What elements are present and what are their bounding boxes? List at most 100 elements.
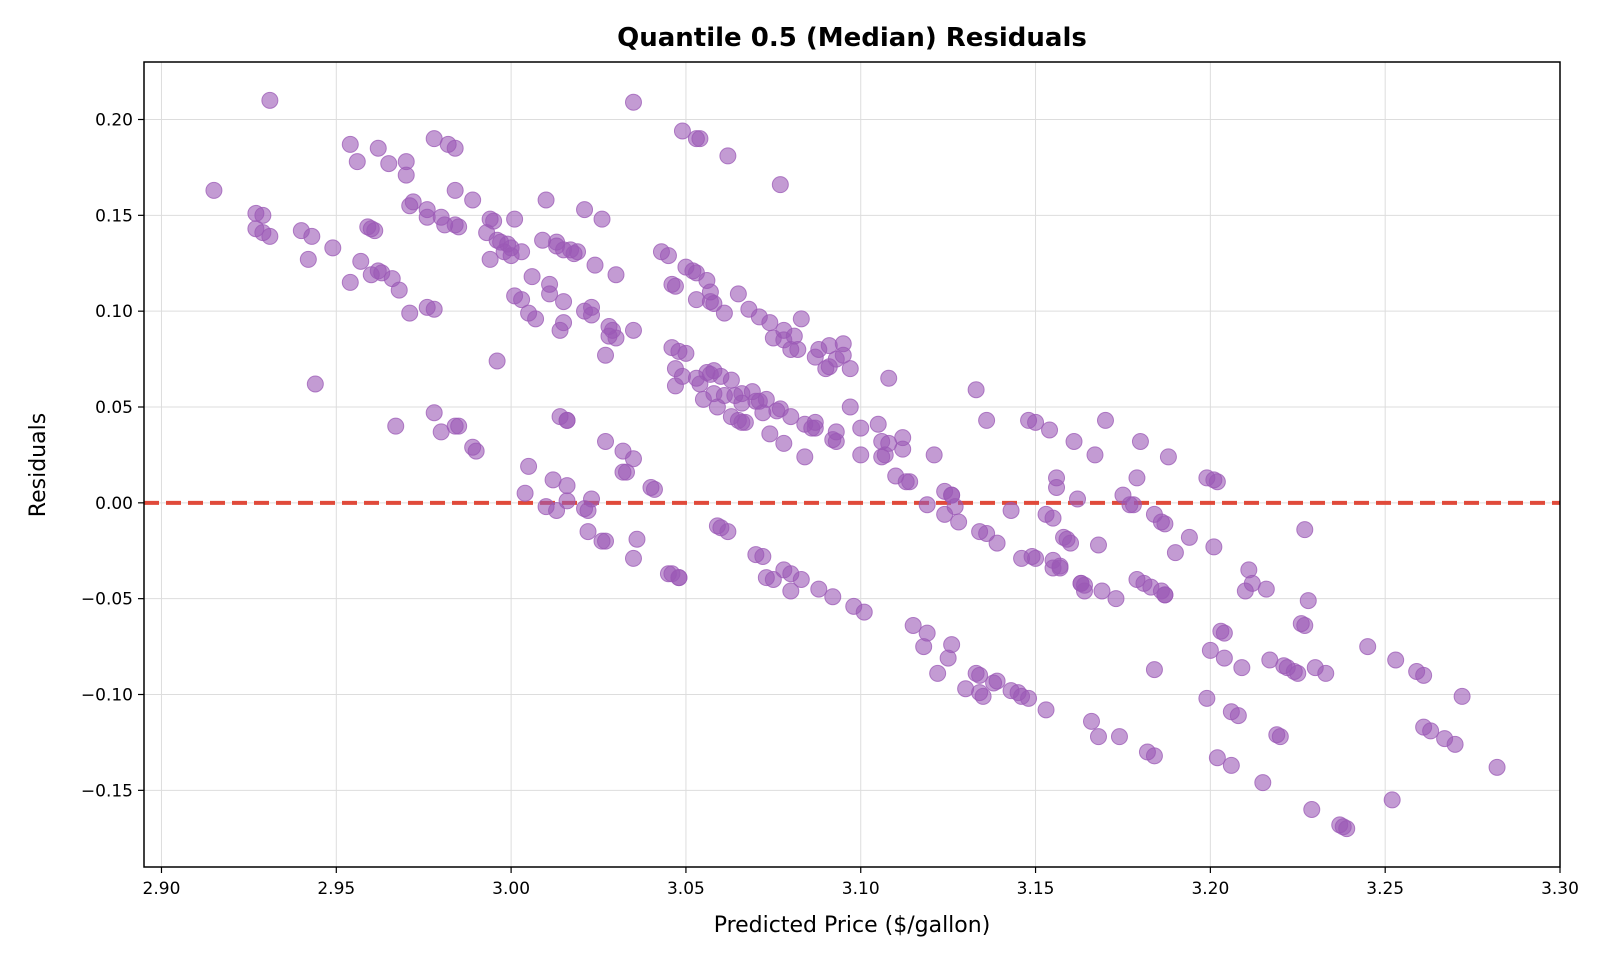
- scatter-point: [1338, 820, 1356, 838]
- scatter-point: [624, 321, 642, 339]
- scatter-point: [775, 434, 793, 452]
- scatter-point: [506, 210, 524, 228]
- scatter-point: [904, 617, 922, 634]
- y-tick-label: 0.15: [95, 206, 133, 226]
- scatter-point: [666, 277, 684, 295]
- scatter-point: [425, 300, 443, 318]
- scatter-point: [1027, 549, 1045, 567]
- scatter-point: [792, 310, 810, 328]
- scatter-point: [1166, 544, 1184, 562]
- y-axis-title: Residuals: [26, 413, 51, 517]
- scatter-point: [1205, 538, 1223, 556]
- scatter-point: [303, 227, 321, 245]
- scatter-point: [1208, 473, 1226, 491]
- scatter-point: [555, 293, 573, 311]
- scatter-point: [485, 212, 503, 230]
- scatter-point: [729, 285, 747, 303]
- x-tick-label: 3.15: [1017, 879, 1055, 899]
- y-tick-label: 0.05: [95, 398, 133, 418]
- scatter-point: [1096, 411, 1114, 429]
- scatter-point: [974, 687, 992, 705]
- scatter-point: [1180, 528, 1198, 546]
- scatter-point: [404, 193, 422, 211]
- scatter-point: [918, 496, 936, 514]
- scatter-point: [617, 463, 635, 481]
- scatter-point: [1086, 446, 1104, 464]
- scatter-point: [754, 548, 772, 565]
- scatter-point: [810, 580, 828, 598]
- plot-frame: [143, 61, 1561, 868]
- scatter-point: [579, 523, 597, 541]
- scatter-point: [1069, 490, 1087, 508]
- scatter-point: [597, 346, 615, 364]
- scatter-point: [624, 93, 642, 111]
- scatter-point: [1107, 590, 1125, 608]
- scatter-point: [789, 341, 807, 358]
- scatter-point: [761, 314, 779, 332]
- scatter-point: [1488, 758, 1506, 776]
- scatter-point: [464, 191, 482, 209]
- scatter-point: [761, 425, 779, 443]
- scatter-point: [593, 210, 611, 228]
- scatter-point: [806, 413, 824, 431]
- scatter-point: [782, 408, 800, 426]
- scatter-point: [341, 135, 359, 153]
- scatter-point: [1387, 651, 1405, 669]
- scatter-point: [583, 298, 601, 316]
- scatter-point: [1020, 689, 1038, 707]
- scatter-point: [446, 181, 464, 199]
- scatter-point: [597, 433, 615, 450]
- y-tick-label: −0.10: [81, 686, 133, 706]
- scatter-point: [380, 155, 398, 173]
- scatter-point: [348, 153, 366, 171]
- scatter-point: [537, 191, 555, 209]
- scatter-point: [852, 446, 870, 464]
- scatter-point: [597, 532, 615, 550]
- scatter-point: [306, 375, 324, 393]
- scatter-point: [1198, 689, 1216, 707]
- scatter-point: [1359, 638, 1377, 656]
- x-tick-label: 3.20: [1191, 879, 1229, 899]
- scatter-point: [827, 423, 845, 441]
- scatter-point: [558, 492, 576, 510]
- scatter-point: [205, 181, 223, 199]
- scatter-point: [1041, 421, 1059, 439]
- scatter-point: [1082, 712, 1100, 730]
- scatter-point: [687, 291, 705, 309]
- scatter-point: [880, 369, 898, 387]
- scatter-point: [1303, 801, 1321, 818]
- scatter-point: [929, 664, 947, 682]
- chart-title: Quantile 0.5 (Median) Residuals: [617, 23, 1087, 53]
- scatter-point: [705, 295, 723, 312]
- x-tick-label: 3.05: [667, 879, 705, 899]
- scatter-point: [1044, 509, 1062, 527]
- scatter-point: [764, 571, 782, 588]
- scatter-point: [488, 352, 506, 370]
- scatter-point: [1131, 433, 1149, 450]
- scatter-point: [254, 206, 272, 224]
- scatter-point: [607, 266, 625, 284]
- scatter-point: [261, 227, 279, 245]
- scatter-point: [957, 680, 975, 698]
- x-axis-title: Predicted Price ($/gallon): [714, 913, 991, 938]
- scatter-point: [918, 624, 936, 642]
- scatter-point: [1317, 664, 1335, 682]
- x-tick-label: 3.00: [492, 879, 530, 899]
- scatter-point: [624, 549, 642, 567]
- scatter-point: [390, 281, 408, 299]
- y-axis-ticks: −0.15 −0.10 −0.05 0.00 0.05 0.10 0.15 0.20: [81, 111, 144, 801]
- scatter-point: [792, 571, 810, 588]
- scatter-point: [1383, 791, 1401, 809]
- scatter-point: [401, 304, 419, 322]
- y-tick-label: −0.05: [81, 590, 133, 610]
- scatter-point: [450, 218, 468, 236]
- scatter-point: [852, 419, 870, 437]
- y-tick-label: 0.00: [95, 494, 133, 514]
- scatter-point: [824, 588, 842, 606]
- scatter-point: [1145, 747, 1163, 765]
- scatter-point: [541, 285, 559, 303]
- scatter-point: [1145, 661, 1163, 679]
- scatter-point: [1027, 413, 1045, 431]
- y-tick-label: 0.20: [95, 111, 133, 131]
- scatter-point: [796, 448, 814, 466]
